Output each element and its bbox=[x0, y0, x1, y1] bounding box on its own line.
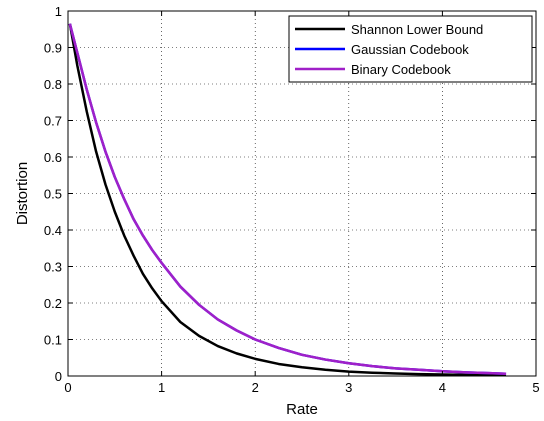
y-tick-label: 1 bbox=[55, 4, 62, 19]
x-tick-label: 2 bbox=[252, 380, 259, 395]
series-line-2 bbox=[68, 23, 507, 376]
y-tick-label: 0.8 bbox=[44, 77, 62, 92]
series-line-0 bbox=[68, 23, 507, 377]
y-tick-label: 0.6 bbox=[44, 150, 62, 165]
x-tick-label: 4 bbox=[439, 380, 446, 395]
y-tick-label: 0.7 bbox=[44, 114, 62, 129]
legend-label: Gaussian Codebook bbox=[351, 42, 469, 57]
y-tick-label: 0.9 bbox=[44, 41, 62, 56]
x-tick-label: 0 bbox=[64, 380, 71, 395]
legend-label: Binary Codebook bbox=[351, 62, 451, 77]
x-axis-label: Rate bbox=[286, 401, 318, 418]
y-tick-label: 0 bbox=[55, 369, 62, 384]
y-tick-label: 0.5 bbox=[44, 187, 62, 202]
y-tick-label: 0.2 bbox=[44, 296, 62, 311]
legend: Shannon Lower Bound Gaussian Codebook Bina… bbox=[288, 15, 533, 83]
y-axis-label: Distortion bbox=[14, 162, 31, 225]
x-tick-label: 3 bbox=[345, 380, 352, 395]
x-tick-label: 1 bbox=[158, 380, 165, 395]
y-tick-label: 0.1 bbox=[44, 333, 62, 348]
y-tick-label: 0.4 bbox=[44, 223, 62, 238]
axis-ticks: 0 1 2 3 4 5 0 0.1 0.2 0.3 0.4 0.5 0.6 0.7 0.8 0.9 1 bbox=[44, 4, 540, 395]
x-tick-label: 5 bbox=[532, 380, 539, 395]
legend-label: Shannon Lower Bound bbox=[351, 22, 483, 37]
y-tick-label: 0.3 bbox=[44, 260, 62, 275]
series-lines bbox=[68, 23, 507, 377]
